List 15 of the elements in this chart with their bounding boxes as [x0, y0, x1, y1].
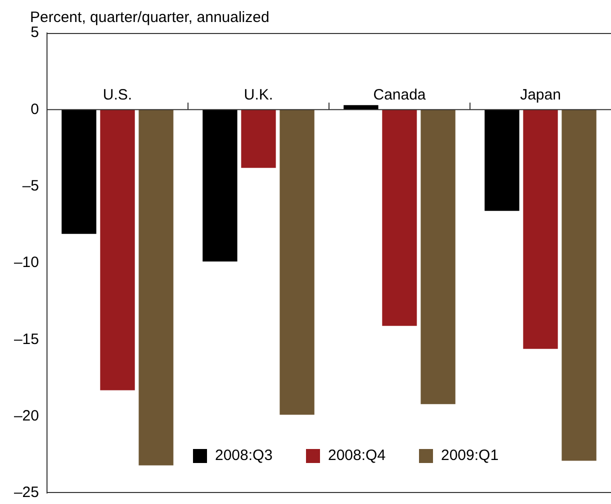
x-tick-label: U.K.	[244, 86, 274, 104]
y-tick-label: –20	[14, 407, 39, 424]
y-tick-label: –25	[14, 484, 39, 502]
legend-label: 2008:Q3	[215, 447, 273, 464]
y-tick-label: 0	[30, 100, 39, 118]
legend-label: 2008:Q4	[328, 447, 386, 464]
x-tick-label: Canada	[373, 86, 426, 104]
y-tick-label: –10	[14, 254, 39, 272]
y-tick-label: –5	[22, 177, 39, 194]
legend-label: 2009:Q1	[441, 447, 499, 464]
y-tick-label: –15	[14, 330, 39, 348]
y-tick-label: 5	[30, 24, 39, 42]
x-tick-label: Japan	[520, 86, 561, 104]
x-tick-label: U.S.	[102, 86, 132, 104]
y-axis-title: Percent, quarter/quarter, annualized	[30, 9, 270, 26]
